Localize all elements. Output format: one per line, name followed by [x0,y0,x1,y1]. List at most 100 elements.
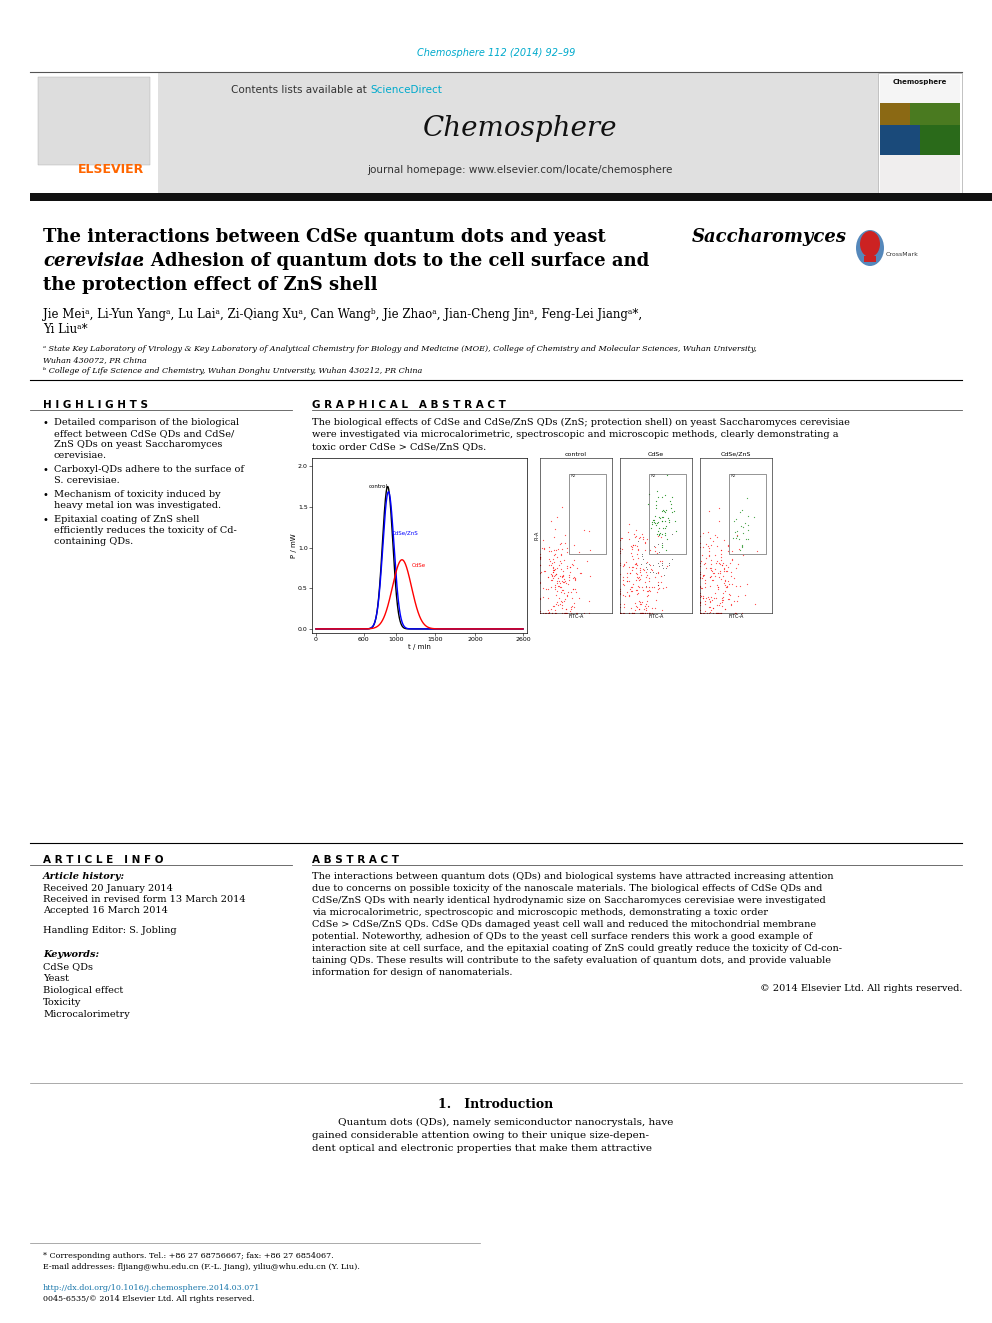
Point [558,585,574,606]
Point [692,593,708,614]
Bar [920,124,960,155]
Text: ᵇ College of Life Science and Chemistry, Wuhan Donghu University, Wuhan 430212, : ᵇ College of Life Science and Chemistry,… [43,366,423,374]
Point [642,602,658,623]
Point [533,554,549,576]
Point [658,516,674,537]
Point [617,585,633,606]
Point [724,549,740,570]
Point [733,516,749,537]
Point [641,602,657,623]
Point [639,579,655,601]
Point [557,549,572,570]
Point [612,602,628,623]
Text: The biological effects of CdSe and CdSe/ZnS QDs (ZnS; protection shell) on yeast: The biological effects of CdSe and CdSe/… [312,418,850,427]
Point [735,516,751,537]
Point [628,520,644,541]
Point [561,565,577,586]
Point [571,562,587,583]
Point [692,566,708,587]
Point [725,528,741,549]
Point [692,585,708,606]
Point [547,519,562,540]
Point [692,602,708,623]
Point [646,536,662,557]
Point [747,507,763,528]
Point [544,509,559,531]
Point [552,570,567,591]
Point [637,533,653,554]
Point [708,587,724,609]
Point [709,602,725,623]
Point [650,572,666,593]
Point [651,523,667,544]
Point [559,556,575,577]
Text: Epitaxial coating of ZnS shell: Epitaxial coating of ZnS shell [54,515,199,524]
Text: A B S T R A C T: A B S T R A C T [312,855,399,865]
Point [729,553,745,574]
Point [724,540,740,561]
Point [655,500,671,521]
Point [556,565,571,586]
Point [692,564,708,585]
Point [662,554,678,576]
Point [629,566,645,587]
Point [625,548,641,569]
Point [634,565,650,586]
Text: toxic order CdSe > CdSe/ZnS QDs.: toxic order CdSe > CdSe/ZnS QDs. [312,442,486,451]
Point [540,599,556,620]
Point [732,540,748,561]
Point [695,565,711,586]
Point [549,591,564,613]
Point [714,589,730,610]
Point [650,581,666,602]
Point [696,553,712,574]
Point [538,560,554,581]
Point [705,562,721,583]
Point [728,602,744,623]
Point [720,541,736,562]
Point [654,550,670,572]
Point [740,515,756,536]
Text: taining QDs. These results will contribute to the safety evaluation of quantum d: taining QDs. These results will contribu… [312,957,831,964]
Text: Chemosphere: Chemosphere [893,79,947,85]
Point [713,554,729,576]
Point [632,560,648,581]
Point [729,591,745,613]
Point [650,562,666,583]
Bar [729,474,766,554]
Point [554,570,569,591]
Point [703,561,719,582]
Point [639,529,655,550]
Point [567,568,583,589]
Point [716,557,732,578]
Point [718,554,734,576]
Point [631,570,647,591]
Point [555,595,570,617]
Point [612,537,628,558]
Point [712,560,728,581]
Point [652,556,668,577]
Point [556,579,571,601]
Point [547,558,562,579]
Point [710,566,726,587]
Point [664,501,680,523]
Point [692,536,708,557]
Point [701,589,717,610]
Point [568,602,584,623]
Point [719,536,735,557]
Point [716,574,732,595]
Point [702,597,718,618]
Text: heavy metal ion was investigated.: heavy metal ion was investigated. [54,501,221,509]
Point [709,602,725,623]
Point [750,540,766,561]
Point [553,544,568,565]
Point [634,591,650,613]
Point [634,577,650,598]
Point [625,538,641,560]
Point [723,594,739,615]
Point [716,573,732,594]
Text: Yi Liuᵃ*: Yi Liuᵃ* [43,323,87,336]
Point [723,565,739,586]
Point [637,602,653,623]
Y-axis label: PI-A: PI-A [535,531,540,540]
